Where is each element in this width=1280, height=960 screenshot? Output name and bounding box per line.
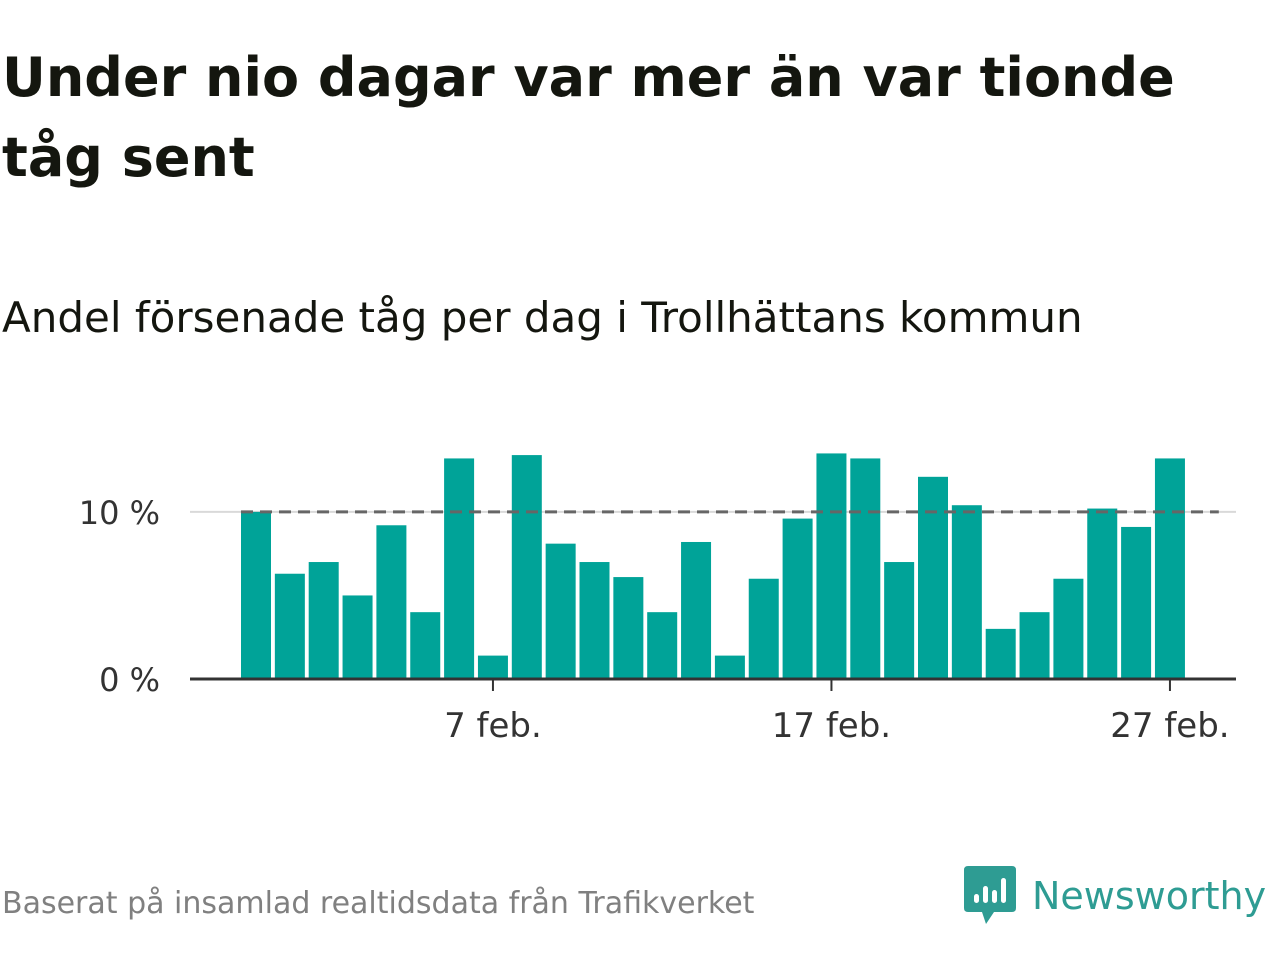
bar <box>308 562 339 679</box>
bar <box>1121 526 1152 679</box>
bar-chart: 0 % 10 % 7 feb. 17 feb. 27 feb. <box>79 453 1236 746</box>
bar <box>241 511 271 679</box>
x-tick-label: 7 feb. <box>444 706 542 746</box>
source-note: Baserat på insamlad realtidsdata från Tr… <box>2 886 755 921</box>
x-tick-label: 27 feb. <box>1110 706 1229 746</box>
bar <box>1154 458 1185 679</box>
bar <box>647 612 678 679</box>
bar <box>410 612 441 679</box>
newsworthy-logo-icon <box>964 866 1016 924</box>
bar <box>1053 578 1084 679</box>
bars <box>241 453 1185 679</box>
bar <box>376 525 407 679</box>
axes: 0 % 10 % 7 feb. 17 feb. 27 feb. <box>79 494 1236 746</box>
bar <box>1087 508 1118 679</box>
bar <box>477 655 508 679</box>
x-tick-label: 17 feb. <box>772 706 891 746</box>
chart-subtitle: Andel försenade tåg per dag i Trollhätta… <box>2 293 1083 342</box>
bar <box>613 577 644 679</box>
bar <box>444 458 475 679</box>
bar <box>342 595 373 679</box>
chart-title: Under nio dagar var mer än var tionde tå… <box>2 46 1175 189</box>
bar <box>545 543 576 679</box>
bar <box>748 578 779 679</box>
newsworthy-logo: Newsworthy <box>964 864 1266 928</box>
bar <box>985 628 1016 679</box>
brand-name: Newsworthy <box>1032 874 1267 918</box>
bar <box>511 455 542 679</box>
bar <box>816 453 847 679</box>
bar <box>579 562 610 679</box>
bar <box>884 562 915 679</box>
bar <box>274 573 305 679</box>
y-tick-label: 0 % <box>99 661 160 699</box>
bar <box>714 655 745 679</box>
y-tick-label: 10 % <box>79 494 160 532</box>
bar <box>782 518 813 679</box>
bar <box>850 458 881 679</box>
bar <box>1019 612 1050 679</box>
bar <box>681 541 712 679</box>
bar <box>918 476 948 679</box>
bar <box>951 505 982 679</box>
